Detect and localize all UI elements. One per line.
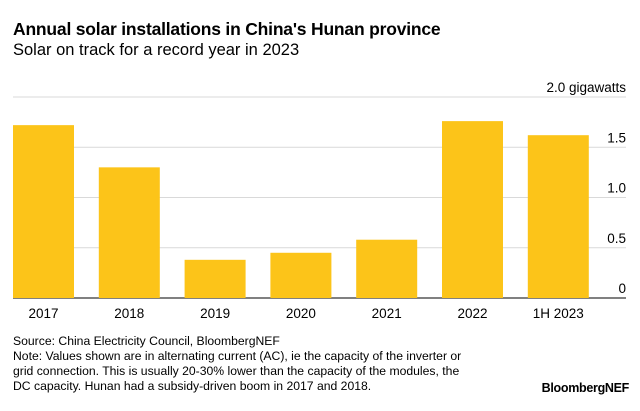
bars — [13, 121, 589, 298]
bar-2019 — [184, 259, 246, 298]
bar-2020 — [270, 252, 332, 298]
chart-subtitle: Solar on track for a record year in 2023 — [13, 41, 300, 59]
x-tick-label: 1H 2023 — [533, 306, 584, 321]
x-tick-label: 2022 — [457, 306, 487, 321]
bar-1h-2023 — [527, 135, 589, 298]
brand-logo: BloombergNEF — [541, 381, 630, 395]
y-tick-label: 1.5 — [607, 130, 626, 145]
x-tick-label: 2021 — [372, 306, 402, 321]
x-tick-label: 2019 — [200, 306, 230, 321]
y-tick-label: 1.0 — [607, 181, 626, 196]
note-line-1: Note: Values shown are in alternating cu… — [13, 349, 462, 363]
y-tick-label: 0.5 — [607, 231, 626, 246]
chart-title: Annual solar installations in China's Hu… — [13, 19, 441, 39]
y-axis-tick-labels: 0 0.5 1.0 1.5 2.0 gigawatts — [546, 80, 626, 296]
note-line-3: DC capacity. Hunan had a subsidy-driven … — [13, 379, 372, 393]
x-tick-label: 2018 — [114, 306, 144, 321]
x-axis-tick-labels: 2017 2018 2019 2020 2021 2022 1H 2023 — [28, 306, 583, 321]
bar-2018 — [98, 167, 160, 298]
source-note: Source: China Electricity Council, Bloom… — [13, 334, 280, 348]
y-tick-label: 2.0 gigawatts — [546, 80, 626, 95]
x-tick-label: 2017 — [28, 306, 58, 321]
chart-footer: Source: China Electricity Council, Bloom… — [13, 334, 513, 394]
y-tick-label: 0 — [618, 281, 626, 296]
bar-2022 — [442, 121, 503, 298]
x-tick-label: 2020 — [286, 306, 316, 321]
bar-2017 — [13, 125, 74, 298]
note-line-2: grid connection. This is usually 20-30% … — [13, 364, 460, 378]
bar-2021 — [356, 239, 418, 298]
bar-chart: 0 0.5 1.0 1.5 2.0 gigawatts 2017 2018 2019 2020… — [13, 80, 626, 321]
